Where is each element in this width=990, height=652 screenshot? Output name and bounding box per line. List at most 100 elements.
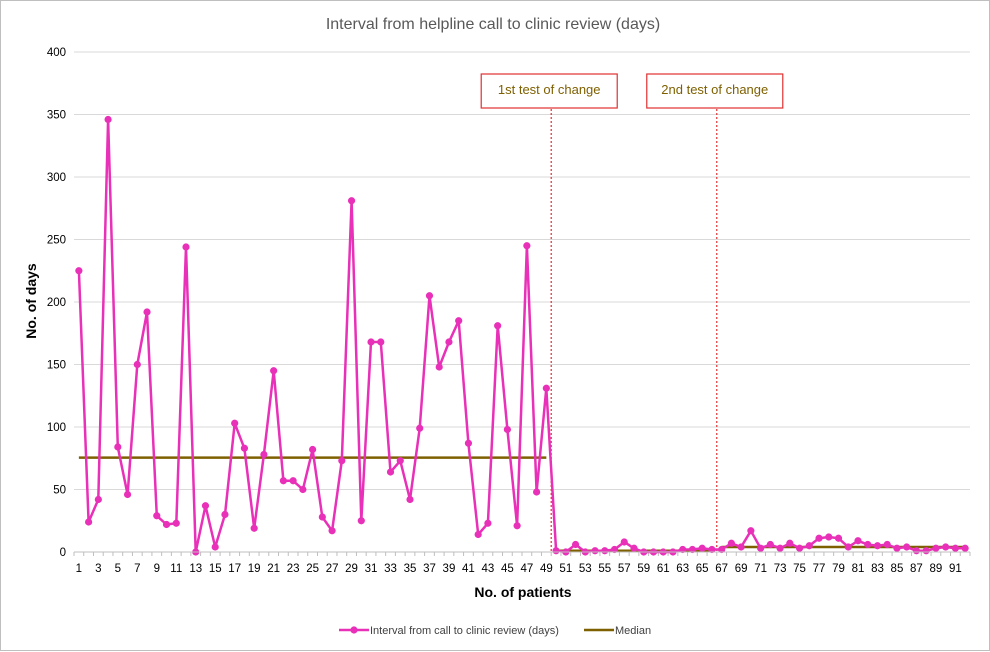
- x-tick-label: 91: [949, 563, 962, 575]
- data-point: [795, 544, 804, 552]
- data-point: [776, 544, 784, 552]
- data-point: [912, 547, 921, 555]
- x-tick-label: 25: [306, 563, 319, 575]
- x-tick-label: 69: [735, 563, 748, 575]
- data-point: [698, 544, 706, 552]
- data-point: [494, 322, 502, 330]
- data-point: [620, 538, 628, 546]
- data-point: [406, 495, 414, 504]
- x-tick-label: 79: [832, 563, 845, 575]
- y-tick-label: 0: [60, 547, 66, 559]
- data-point: [737, 543, 745, 551]
- x-tick-label: 47: [520, 563, 533, 575]
- data-point: [231, 419, 239, 427]
- data-point: [718, 545, 726, 554]
- data-point: [328, 527, 336, 535]
- data-point: [396, 457, 404, 465]
- x-tick-label: 23: [287, 563, 300, 575]
- y-tick-label: 150: [47, 360, 66, 372]
- x-tick-label: 5: [115, 563, 121, 575]
- x-tick-label: 67: [715, 563, 728, 575]
- x-tick-label: 71: [754, 563, 767, 575]
- x-tick-label: 61: [657, 563, 670, 575]
- data-point: [805, 542, 813, 550]
- x-tick-label: 63: [676, 563, 689, 575]
- x-tick-label: 59: [637, 563, 650, 575]
- data-point: [75, 267, 83, 275]
- data-point: [289, 477, 297, 485]
- x-tick-label: 9: [154, 563, 160, 575]
- legend-median-label: Median: [615, 625, 651, 637]
- x-tick-label: 73: [774, 563, 787, 575]
- x-tick-label: 41: [462, 563, 475, 575]
- data-point: [542, 384, 550, 392]
- data-point: [883, 540, 891, 549]
- chart-title: Interval from helpline call to clinic re…: [326, 16, 660, 33]
- data-point: [533, 488, 541, 496]
- y-axis-ticks: 0 50 100 150 200 250 300 350 400: [47, 47, 66, 559]
- x-tick-label: 3: [95, 563, 101, 575]
- data-point: [367, 338, 375, 346]
- legend-item-interval: Interval from call to clinic review (day…: [339, 625, 559, 637]
- legend-interval-marker: [350, 626, 358, 634]
- data-point: [270, 367, 278, 375]
- y-tick-label: 200: [47, 297, 66, 309]
- x-tick-label: 55: [598, 563, 611, 575]
- data-point: [474, 530, 482, 539]
- x-tick-label: 31: [365, 563, 378, 575]
- data-point: [951, 544, 959, 552]
- x-tick-label: 51: [559, 563, 572, 575]
- data-point: [484, 519, 492, 527]
- x-tick-label: 81: [852, 563, 865, 575]
- data-point: [250, 524, 258, 532]
- data-point: [104, 115, 112, 124]
- data-point: [123, 490, 132, 499]
- change-marker-label: 2nd test of change: [661, 82, 768, 97]
- data-point: [503, 425, 511, 434]
- data-point: [338, 457, 346, 465]
- data-point: [523, 242, 531, 250]
- change-marker-box: [480, 73, 618, 109]
- x-tick-label: 17: [228, 563, 241, 575]
- legend-item-median: Median: [584, 625, 651, 637]
- x-tick-label: 77: [813, 563, 826, 575]
- data-point: [279, 477, 287, 485]
- x-tick-label: 85: [891, 563, 904, 575]
- data-point: [601, 547, 609, 555]
- x-tick-label: 15: [209, 563, 222, 575]
- x-tick-label: 53: [579, 563, 592, 575]
- interval-line: [77, 118, 966, 554]
- x-tick-label: 37: [423, 563, 436, 575]
- x-tick-label: 87: [910, 563, 923, 575]
- y-axis-title: No. of days: [23, 263, 39, 339]
- x-tick-label: 13: [189, 563, 202, 575]
- x-axis-title: No. of patients: [474, 584, 571, 600]
- data-point: [133, 360, 141, 369]
- data-point: [347, 197, 356, 205]
- legend-interval-label: Interval from call to clinic review (day…: [370, 625, 559, 637]
- x-tick-label: 35: [404, 563, 417, 575]
- change-marker-box: [646, 73, 784, 109]
- data-point: [425, 292, 434, 300]
- x-tick-label: 75: [793, 563, 806, 575]
- x-tick-label: 29: [345, 563, 358, 575]
- y-tick-label: 250: [47, 235, 66, 247]
- data-point: [922, 547, 930, 555]
- data-point: [708, 545, 716, 554]
- data-point: [727, 539, 735, 547]
- x-tick-label: 43: [482, 563, 495, 575]
- data-point: [757, 544, 765, 552]
- data-point: [416, 424, 424, 432]
- data-point: [961, 544, 969, 552]
- data-point: [309, 445, 317, 454]
- data-point: [114, 443, 122, 451]
- data-point: [942, 543, 950, 551]
- data-point: [825, 533, 833, 541]
- data-point: [815, 534, 823, 542]
- data-point: [318, 513, 326, 521]
- data-point: [143, 308, 151, 316]
- data-point: [299, 485, 307, 494]
- data-point: [552, 547, 560, 555]
- data-point: [903, 543, 911, 551]
- data-point: [153, 512, 161, 520]
